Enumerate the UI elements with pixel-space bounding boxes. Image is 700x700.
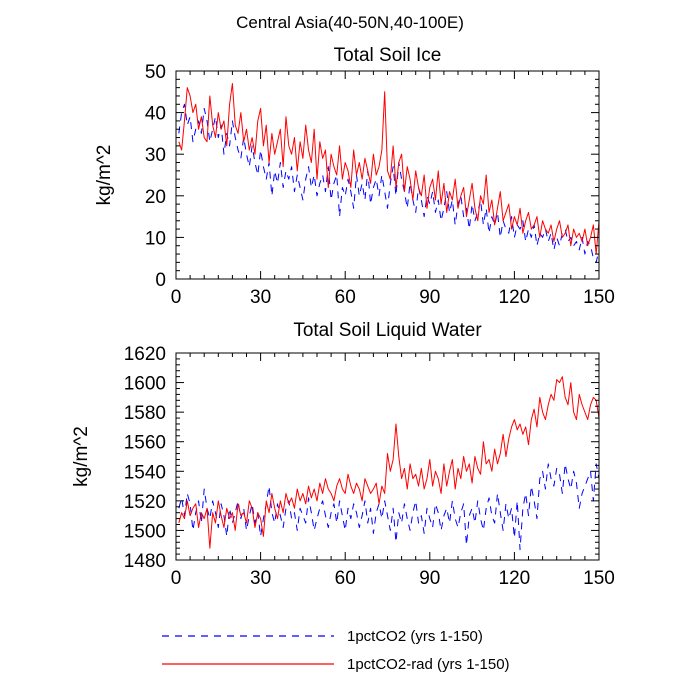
x-tick-label: 0 xyxy=(171,568,182,589)
y-tick-label: 10 xyxy=(145,228,166,249)
y-tick-label: 1620 xyxy=(124,344,166,365)
y-tick-label: 1600 xyxy=(124,374,166,395)
y-tick-label: 1560 xyxy=(124,433,166,454)
x-tick-label: 60 xyxy=(335,287,356,308)
x-tick-label: 90 xyxy=(419,287,440,308)
series-line-1pctco2-rad xyxy=(178,82,600,255)
y-tick-label: 50 xyxy=(145,62,166,83)
y-tick-label: 30 xyxy=(145,145,166,166)
y-tick-label: 20 xyxy=(145,187,166,208)
x-tick-label: 30 xyxy=(250,568,271,589)
x-tick-label: 120 xyxy=(499,287,531,308)
y-tick-label: 0 xyxy=(155,270,166,291)
y-axis-label: kg/m^2 xyxy=(71,426,92,487)
y-tick-label: 1540 xyxy=(124,462,166,483)
legend: 1pctCO2 (yrs 1-150) 1pctCO2-rad (yrs 1-1… xyxy=(162,628,510,673)
y-tick-label: 1500 xyxy=(124,521,166,542)
x-tick-label: 90 xyxy=(419,568,440,589)
y-tick-label: 1520 xyxy=(124,492,166,513)
series-line-1pctco2 xyxy=(178,103,600,263)
x-tick-label: 150 xyxy=(583,568,615,589)
x-tick-label: 60 xyxy=(335,568,356,589)
y-tick-label: 40 xyxy=(145,104,166,125)
x-tick-label: 30 xyxy=(250,287,271,308)
x-tick-label: 150 xyxy=(583,287,615,308)
panel-total-soil-liquid-water: Total Soil Liquid Water 0 30 60 90 120 150 1480… xyxy=(71,320,615,589)
y-tick-label: 1580 xyxy=(124,403,166,424)
figure-title: Central Asia(40-50N,40-100E) xyxy=(236,13,464,32)
x-tick-label: 0 xyxy=(171,287,182,308)
x-tick-label: 120 xyxy=(499,568,531,589)
legend-label-1pctco2-rad: 1pctCO2-rad (yrs 1-150) xyxy=(347,656,510,673)
y-axis-label: kg/m^2 xyxy=(94,145,115,206)
panel-title: Total Soil Ice xyxy=(334,45,442,66)
panel-total-soil-ice: Total Soil Ice 0 30 60 90 120 150 0 10 20 30 40 50 kg… xyxy=(94,45,615,308)
legend-label-1pctco2: 1pctCO2 (yrs 1-150) xyxy=(347,628,483,645)
panel-title: Total Soil Liquid Water xyxy=(293,320,482,341)
series-line-1pctco2-rad xyxy=(178,376,600,549)
plot-frame xyxy=(175,70,600,280)
series-line-1pctco2 xyxy=(178,463,600,551)
y-tick-label: 1480 xyxy=(124,551,166,572)
